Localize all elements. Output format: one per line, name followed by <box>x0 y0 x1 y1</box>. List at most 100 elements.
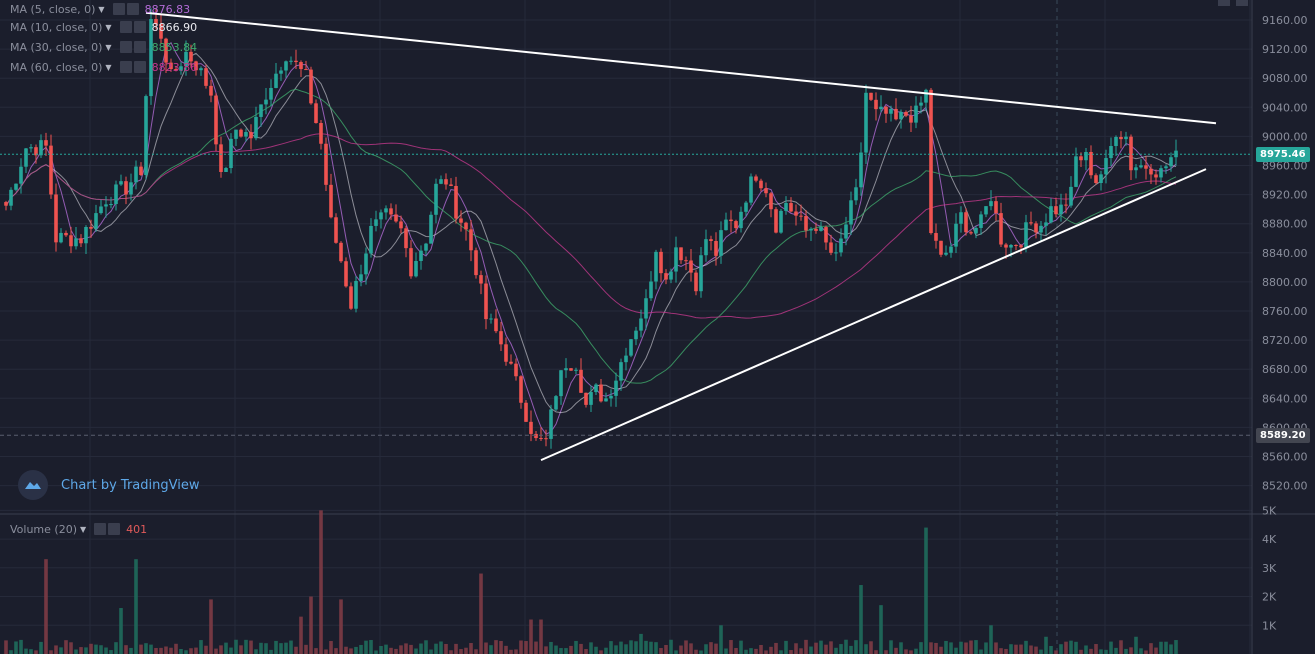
volume-bar <box>549 641 553 654</box>
legend-ma10[interactable]: MA (10, close, 0) ▼ 8866.90 <box>10 18 197 36</box>
volume-bar <box>459 649 463 654</box>
volume-bar <box>489 645 493 654</box>
volume-bar <box>294 646 298 654</box>
volume-bar <box>1034 646 1038 654</box>
price-tick-label: 8520.00 <box>1262 480 1308 493</box>
candle-body <box>214 95 218 145</box>
candle-body <box>834 252 838 254</box>
candle-body <box>799 215 803 217</box>
gear-icon[interactable] <box>119 21 132 33</box>
candle-body <box>959 212 963 224</box>
candle-body <box>374 219 378 226</box>
candle-body <box>219 144 223 172</box>
legend-ma30[interactable]: MA (30, close, 0) ▼ 8853.84 <box>10 38 197 56</box>
candle-body <box>699 255 703 292</box>
volume-bar <box>824 644 828 654</box>
chevron-down-icon[interactable]: ▼ <box>105 42 112 52</box>
candle-body <box>159 24 163 39</box>
volume-bar <box>849 645 853 654</box>
gear-icon[interactable] <box>94 523 107 535</box>
tradingview-brand[interactable]: Chart by TradingView <box>18 470 199 500</box>
chevron-down-icon[interactable]: ▼ <box>98 4 105 14</box>
chevron-down-icon[interactable]: ▼ <box>105 62 112 72</box>
candle-body <box>1094 175 1098 183</box>
gear-icon[interactable] <box>112 3 125 15</box>
price-tick-label: 9160.00 <box>1262 14 1308 27</box>
volume-bar <box>839 644 843 654</box>
candle-body <box>514 363 518 377</box>
volume-bar <box>634 641 638 654</box>
trendline-1 <box>145 11 1217 125</box>
candle-body <box>184 51 188 67</box>
candle-body <box>364 253 368 275</box>
volume-bar <box>784 640 788 654</box>
candle-body <box>714 241 718 256</box>
volume-bar <box>174 643 178 654</box>
settings-icon[interactable] <box>1236 0 1248 6</box>
candle-body <box>989 201 993 207</box>
candle-body <box>169 62 173 70</box>
close-icon[interactable] <box>133 41 146 53</box>
legend-ma60[interactable]: MA (60, close, 0) ▼ 8823.86 <box>10 58 197 76</box>
volume-bar <box>499 640 503 654</box>
volume-bar <box>344 646 348 654</box>
close-icon[interactable] <box>126 3 139 15</box>
candle-body <box>889 108 893 114</box>
volume-bar <box>749 648 753 654</box>
candle-body <box>394 214 398 222</box>
candle-body <box>939 240 943 255</box>
candle-body <box>529 421 533 434</box>
candle-body <box>249 132 253 139</box>
candle-body <box>879 106 883 110</box>
volume-bar <box>644 640 648 654</box>
candle-body <box>734 221 738 229</box>
volume-bar <box>894 647 898 654</box>
candle-body <box>619 362 623 381</box>
chevron-down-icon[interactable]: ▼ <box>80 524 87 534</box>
candle-body <box>644 298 648 319</box>
candle-body <box>479 275 483 284</box>
candle-body <box>789 203 793 212</box>
volume-bar <box>449 650 453 654</box>
volume-bar <box>304 644 308 654</box>
candle-body <box>119 181 123 185</box>
candle-body <box>664 273 668 280</box>
candle-body <box>874 99 878 110</box>
volume-bar <box>719 625 723 654</box>
candle-body <box>274 73 278 88</box>
candle-body <box>114 184 118 205</box>
close-icon[interactable] <box>133 61 146 73</box>
candle-body <box>1014 245 1018 247</box>
volume-bar <box>1024 640 1028 654</box>
volume-tick-label: 5K <box>1262 504 1277 517</box>
gear-icon[interactable] <box>119 61 132 73</box>
price-tick-label: 8920.00 <box>1262 189 1308 202</box>
candle-body <box>1059 204 1063 215</box>
maximize-icon[interactable] <box>1218 0 1230 6</box>
volume-bar <box>714 643 718 654</box>
volume-bar <box>29 649 33 654</box>
candle-body <box>129 182 133 195</box>
volume-bar <box>149 644 153 654</box>
candle-body <box>194 61 198 71</box>
candle-body <box>324 143 328 185</box>
candle-body <box>919 102 923 106</box>
candle-body <box>1099 174 1103 183</box>
candle-body <box>69 235 73 247</box>
volume-bar <box>454 643 458 654</box>
chevron-down-icon[interactable]: ▼ <box>105 22 112 32</box>
candle-body <box>739 211 743 229</box>
candle-body <box>79 238 83 244</box>
candle-body <box>1079 156 1083 161</box>
legend-volume[interactable]: Volume (20) ▼ 401 <box>10 520 147 538</box>
candle-body <box>1114 136 1118 147</box>
candle-body <box>14 183 18 190</box>
volume-bar <box>979 649 983 654</box>
close-icon[interactable] <box>108 523 121 535</box>
current-price-label: 8975.46 <box>1256 147 1310 162</box>
legend-ma5[interactable]: MA (5, close, 0) ▼ 8876.83 <box>10 0 190 18</box>
close-icon[interactable] <box>133 21 146 33</box>
volume-bar <box>409 644 413 654</box>
gear-icon[interactable] <box>119 41 132 53</box>
